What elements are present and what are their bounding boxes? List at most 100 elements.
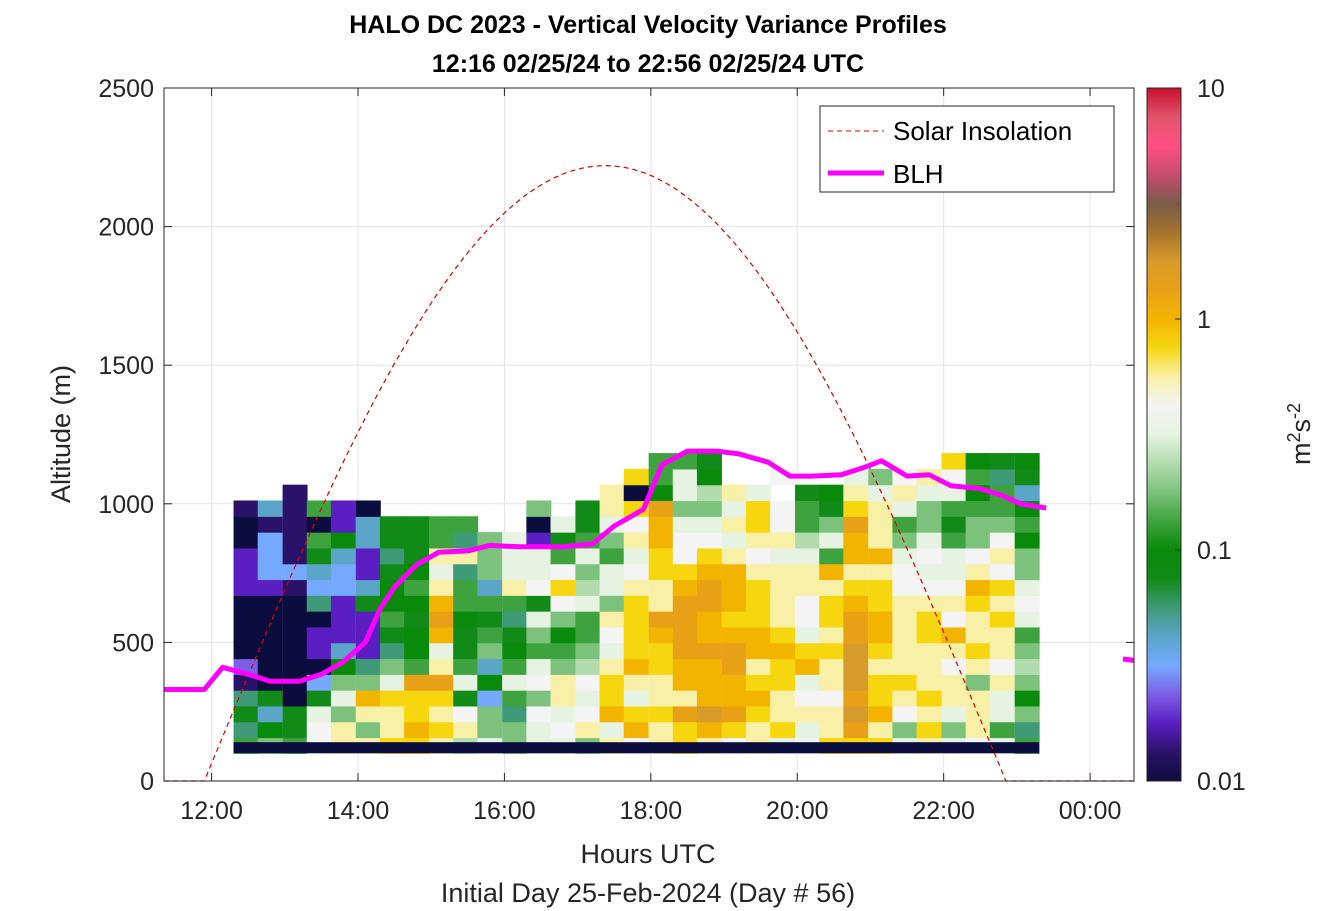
heatmap-cell [916, 642, 942, 660]
heatmap-cell [795, 547, 821, 565]
heatmap-cell [257, 563, 283, 581]
heatmap-cell [868, 690, 894, 707]
heatmap-cell [550, 516, 576, 533]
heatmap-cell [916, 595, 942, 612]
heatmap-cell [623, 721, 649, 739]
heatmap-cell [721, 658, 747, 675]
heatmap-cell [648, 642, 674, 660]
heatmap-cell [330, 532, 356, 549]
heatmap-cell [672, 690, 698, 707]
heatmap-cell [453, 579, 479, 596]
heatmap-cell [526, 690, 552, 707]
heatmap-cell [550, 674, 576, 691]
heatmap-cell [379, 626, 405, 644]
heatmap-cell [282, 579, 308, 596]
heatmap-cell [696, 516, 722, 533]
heatmap-cell [526, 500, 552, 517]
y-tick-label: 2000 [98, 214, 154, 242]
heatmap-cell [868, 705, 894, 723]
heatmap-cell [306, 547, 332, 565]
y-tick-label: 0 [140, 768, 154, 796]
heatmap-cell [550, 642, 576, 660]
heatmap-cell [843, 500, 869, 517]
heatmap-cell [819, 500, 845, 517]
heatmap-cell [429, 611, 454, 628]
heatmap-cell [502, 563, 528, 581]
heatmap-cell [526, 579, 552, 596]
heatmap-cell [868, 547, 894, 565]
heatmap-cell [892, 547, 918, 565]
heatmap-cell [526, 642, 552, 660]
plot-frame [163, 87, 1135, 782]
colorbar-tick-label: 1 [1197, 306, 1211, 334]
heatmap-cell [306, 705, 332, 723]
heatmap-cell [282, 595, 308, 612]
heatmap-cell [843, 721, 869, 739]
heatmap-cell [770, 626, 796, 644]
heatmap-cell [599, 721, 625, 739]
heatmap-cell [257, 611, 283, 628]
heatmap-cell [330, 611, 356, 628]
heatmap-cell [599, 563, 625, 581]
heatmap-cell [965, 516, 991, 533]
heatmap-cell [989, 642, 1015, 660]
heatmap-cell [429, 690, 454, 707]
heatmap-cell [795, 579, 821, 596]
heatmap-cell [965, 658, 991, 675]
heatmap-cell [989, 516, 1015, 533]
heatmap-cell [916, 563, 942, 581]
heatmap-cell [404, 532, 430, 549]
heatmap-cell [379, 532, 405, 549]
colorbar [1146, 87, 1182, 782]
heatmap-cell [306, 595, 332, 612]
heatmap-cell [770, 563, 796, 581]
heatmap-cell [696, 705, 722, 723]
heatmap-cell [721, 547, 747, 565]
heatmap-cell [550, 611, 576, 628]
heatmap-cell [599, 642, 625, 660]
heatmap-cell [477, 547, 503, 565]
heatmap-cell [1014, 674, 1040, 691]
heatmap-cell [868, 563, 894, 581]
heatmap-cell [892, 516, 918, 533]
colorbar-tick-label: 0.01 [1197, 768, 1246, 796]
heatmap-cell [892, 611, 918, 628]
heatmap-cell [965, 721, 991, 739]
heatmap-cell [696, 595, 722, 612]
heatmap-cell [306, 611, 332, 628]
heatmap-cell [355, 500, 381, 517]
heatmap-cell [916, 674, 942, 691]
colorbar-label-mid: s [1286, 419, 1316, 433]
heatmap-cell [746, 611, 771, 628]
heatmap-cell [819, 674, 845, 691]
heatmap-cell [721, 611, 747, 628]
heatmap-cell [623, 705, 649, 723]
heatmap-cell [672, 611, 698, 628]
heatmap-cell [623, 516, 649, 533]
legend: Solar Insolation BLH [819, 105, 1115, 193]
heatmap-cell [672, 547, 698, 565]
heatmap-cell [819, 579, 845, 596]
heatmap-cell [404, 516, 430, 533]
heatmap-cell [696, 611, 722, 628]
heatmap-cell [550, 547, 576, 565]
colorbar-tick-label: 0.1 [1197, 537, 1232, 565]
heatmap-cell [623, 626, 649, 644]
heatmap-cell [868, 595, 894, 612]
heatmap-cell [868, 579, 894, 596]
heatmap-cell [648, 547, 674, 565]
heatmap-cell [502, 658, 528, 675]
heatmap-cell [477, 658, 503, 675]
heatmap-cell [306, 626, 332, 644]
heatmap-cell [648, 721, 674, 739]
heatmap-cell [575, 690, 601, 707]
heatmap-cell [502, 579, 528, 596]
heatmap-cell [233, 626, 259, 644]
heatmap-cell [233, 721, 259, 739]
x-tick-label: 22:00 [912, 797, 975, 825]
heatmap-cell [355, 563, 381, 581]
heatmap-cell [770, 547, 796, 565]
heatmap-cell [965, 500, 991, 517]
heatmap-cell [233, 500, 259, 517]
heatmap-cell [404, 626, 430, 644]
